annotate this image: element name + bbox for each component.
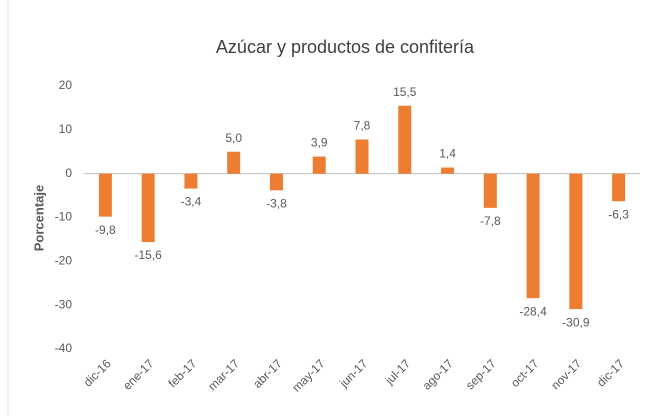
bar bbox=[184, 173, 198, 189]
value-label: -30,9 bbox=[562, 315, 590, 329]
bar bbox=[312, 156, 326, 174]
value-label: -6,3 bbox=[608, 207, 629, 221]
x-tick-label: sep-17 bbox=[463, 356, 499, 392]
bar bbox=[227, 151, 241, 174]
x-tick-label: jul-17 bbox=[382, 356, 414, 388]
x-tick-label: jun-17 bbox=[336, 356, 370, 390]
x-tick-label: ago-17 bbox=[420, 356, 457, 393]
x-tick-label: mar-17 bbox=[205, 356, 242, 393]
value-label: 3,9 bbox=[311, 136, 328, 150]
value-label: -28,4 bbox=[519, 304, 547, 318]
y-axis-title: Porcentaje bbox=[31, 185, 46, 251]
bar bbox=[355, 139, 369, 174]
bar bbox=[398, 105, 412, 174]
value-label: 15,5 bbox=[393, 85, 417, 99]
value-label: 7,8 bbox=[354, 119, 371, 133]
value-label: 5,0 bbox=[225, 131, 242, 145]
chart-title: Azúcar y productos de confitería bbox=[216, 37, 475, 57]
y-tick-label: -10 bbox=[55, 210, 73, 224]
value-label: -15,6 bbox=[134, 248, 162, 262]
y-tick-label: -30 bbox=[55, 297, 73, 311]
x-tick-label: feb-17 bbox=[165, 356, 199, 390]
bar bbox=[569, 173, 583, 310]
x-tick-label: oct-17 bbox=[508, 356, 542, 390]
bar bbox=[612, 173, 626, 202]
value-label: -9,8 bbox=[95, 223, 116, 237]
value-label: -7,8 bbox=[480, 214, 501, 228]
bar bbox=[483, 173, 497, 208]
bar bbox=[98, 173, 112, 217]
value-label: -3,4 bbox=[181, 195, 202, 209]
x-tick-label: dic-17 bbox=[594, 356, 627, 389]
x-tick-label: nov-17 bbox=[548, 356, 584, 392]
y-tick-label: -20 bbox=[55, 254, 73, 268]
bar bbox=[441, 167, 455, 174]
y-tick-label: 20 bbox=[59, 78, 73, 92]
value-label: 1,4 bbox=[439, 147, 456, 161]
y-tick-label: -40 bbox=[55, 341, 73, 355]
y-tick-label: 0 bbox=[65, 166, 72, 180]
x-tick-label: abr-17 bbox=[250, 356, 285, 391]
value-label: -3,8 bbox=[266, 196, 287, 210]
x-tick-label: ene-17 bbox=[120, 356, 157, 393]
x-tick-label: may-17 bbox=[289, 356, 327, 394]
y-tick-label: 10 bbox=[59, 122, 73, 136]
bar bbox=[269, 173, 283, 191]
bar bbox=[526, 173, 540, 299]
x-tick-label: dic-16 bbox=[81, 356, 114, 389]
bar bbox=[141, 173, 155, 243]
